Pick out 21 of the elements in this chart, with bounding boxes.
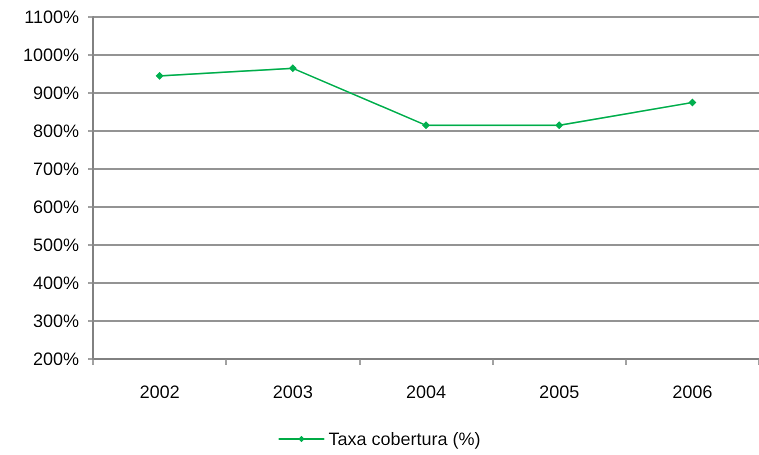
x-tick-label: 2003 xyxy=(272,382,313,402)
y-tick-label: 200% xyxy=(32,349,79,369)
point xyxy=(288,64,297,72)
legend-label: Taxa cobertura (%) xyxy=(328,429,481,449)
point xyxy=(555,121,564,130)
x-tick-label: 2002 xyxy=(140,382,180,402)
x-tick-label: 2004 xyxy=(406,382,446,402)
point xyxy=(156,72,164,80)
x-tick-label: 2006 xyxy=(672,382,712,402)
y-tick-label: 1000% xyxy=(22,45,79,65)
y-tick-label: 600% xyxy=(32,197,79,217)
x-tick-label: 2005 xyxy=(539,382,580,402)
y-tick-label: 1100% xyxy=(24,7,79,27)
y-tick-label: 900% xyxy=(32,83,79,103)
point xyxy=(422,121,430,130)
y-tick-label: 400% xyxy=(32,273,79,293)
y-tick-label: 700% xyxy=(32,159,79,179)
y-tick-label: 500% xyxy=(32,235,79,255)
y-tick-label: 800% xyxy=(32,121,79,141)
point xyxy=(688,98,696,106)
y-tick-label: 300% xyxy=(32,311,79,331)
